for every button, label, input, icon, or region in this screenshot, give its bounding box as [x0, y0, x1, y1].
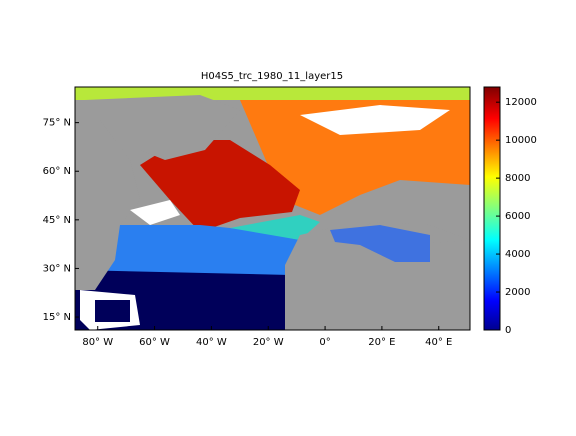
- ice: [300, 105, 450, 135]
- x-tick-label: 40° W: [196, 337, 227, 348]
- colorbar-tick-label: 6000: [505, 211, 530, 222]
- x-tick-label: 60° W: [139, 337, 170, 348]
- y-tick-label: 60° N: [43, 166, 71, 177]
- y-tick-label: 15° N: [43, 312, 71, 323]
- colorbar-tick-label: 0: [505, 325, 511, 336]
- x-tick-label: 20° E: [368, 337, 395, 348]
- x-tick-label: 80° W: [82, 337, 113, 348]
- colorbar-tick-label: 2000: [505, 287, 530, 298]
- missing: [130, 200, 180, 225]
- europe: [320, 180, 470, 240]
- map-title: H04S5_trc_1980_11_layer15: [201, 71, 343, 82]
- colorbar-tick-label: 10000: [505, 135, 537, 146]
- x-tick-label: 40° E: [425, 337, 452, 348]
- mediterranean: [330, 225, 430, 262]
- y-tick-label: 30° N: [43, 263, 71, 274]
- colorbar-tick-label: 4000: [505, 249, 530, 260]
- colorbar-tick-label: 12000: [505, 97, 537, 108]
- ocean-field: [140, 140, 300, 232]
- x-tick-label: 0°: [319, 337, 330, 348]
- x-tick-label: 20° W: [253, 337, 284, 348]
- ocean-field: [230, 215, 320, 240]
- ocean-field: [75, 225, 300, 280]
- map: [74, 86, 471, 331]
- y-tick-label: 75° N: [43, 118, 71, 129]
- colorbar-tick-label: 8000: [505, 173, 530, 184]
- greenland: [85, 95, 240, 160]
- north-america: [75, 100, 140, 290]
- colorbar: [483, 86, 501, 331]
- axes-box: [74, 86, 471, 331]
- ocean-field: [95, 300, 130, 322]
- y-tick-label: 45° N: [43, 215, 71, 226]
